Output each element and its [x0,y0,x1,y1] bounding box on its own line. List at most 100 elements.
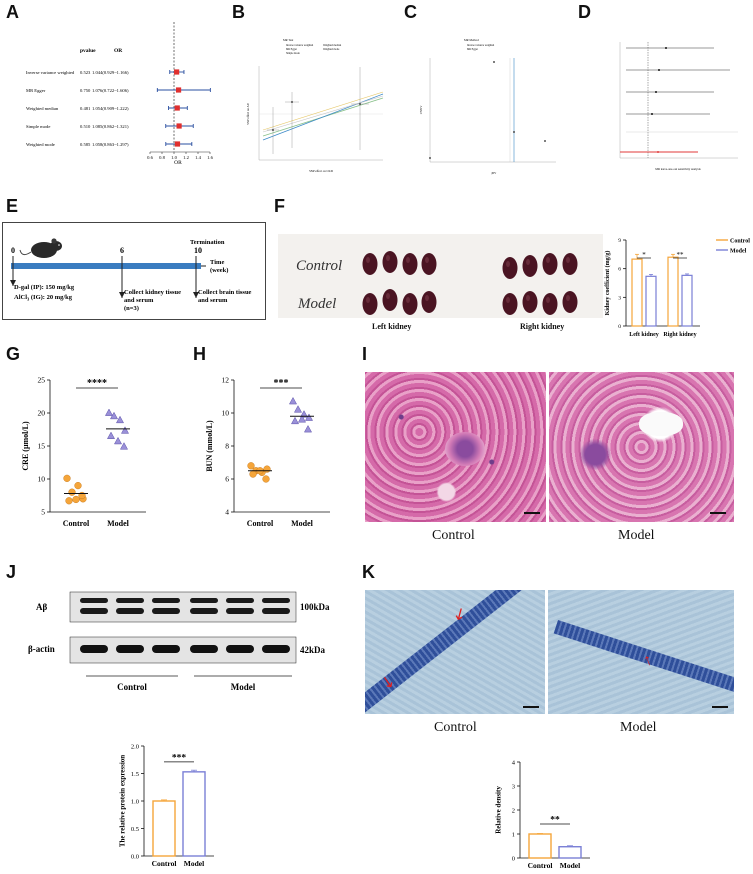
kidney-shine [366,257,370,263]
forest-tick-label: 0.8 [159,155,165,160]
y-tick-label: 0.0 [131,853,139,860]
forest-tick-label: 1.6 [207,155,213,160]
forest-method: Weighted mode [26,142,55,147]
timeline-termination: Termination [190,239,225,246]
y-tick-label: 2.0 [131,743,139,750]
histo-k-caption-control: Control [434,720,477,735]
panel-label-k: K [362,562,375,582]
kidney-shine [566,295,570,301]
histo-i-model [549,372,734,522]
category-label: Right kidney [663,332,696,338]
scatter-b-xlabel: SNP effect on CKD [309,169,334,173]
panel-label-g: G [6,344,21,364]
point-control [63,474,71,482]
blot-band-abeta-top [262,598,290,603]
forest-method: Weighted median [26,106,59,111]
panel-label-d: D [578,2,591,22]
blot-band-actin [80,645,108,653]
sig-marker: ** [550,816,560,826]
y-tick-label: 2 [512,807,515,814]
y-tick-label: 4 [225,508,229,517]
timeline-collect-brain-1: Collect brain tissue [198,289,252,296]
funnel-c-xlabel: βIV [492,171,498,175]
blot-group-control: Control [117,682,147,692]
y-tick-label: 10 [222,409,230,418]
point-model [297,415,307,423]
legend-label: Model [730,249,747,255]
y-axis-label: BUN (mmol/L) [205,420,214,472]
bar-control [667,256,679,327]
forest-method: Inverse variance weighted [26,70,75,75]
kidney-shine [546,297,550,303]
timeline-tick-0: 0 [11,246,15,255]
y-tick-label: 4 [512,759,516,766]
scatter-b-ylabel: SNP effect on AD [246,102,250,124]
scatter-b-legend-title: MR Test [283,38,293,42]
kidney-shine [425,295,429,301]
kidney [402,253,418,275]
panel-label-h: H [193,344,206,364]
y-tick-label: 9 [618,238,621,244]
category-label: Model [560,861,580,870]
timeline-collect-brain-2: and serum [198,297,228,304]
blot-band-abeta-top [80,598,108,603]
y-tick-label: 6 [225,475,229,484]
y-tick-label: 15 [38,442,46,451]
kidney-shine [406,257,410,263]
kidney-shine [425,257,429,263]
timeline-tick-10: 10 [194,246,202,255]
kidney [382,289,398,311]
kidney [382,251,398,273]
y-axis-label: Relative density [494,786,502,834]
timeline-collect-kidney-3: (n=3) [124,305,139,312]
y-tick-label: 0.5 [131,826,139,833]
category-label: Model [184,859,204,868]
histo-k-control: ↙ ↘ [365,590,545,714]
point-model [104,408,114,416]
point-control [247,462,255,470]
y-axis-label: CRE (μmol/L) [21,421,30,471]
kidney [421,253,437,275]
forest-axis: 0.6 0.8 1.0 1.2 1.4 1.6 [147,151,214,160]
sig-marker: *** [274,378,289,389]
panel-label-j: J [6,562,17,582]
bar-model [681,274,693,327]
timeline-tick-6: 6 [120,246,124,255]
bar-model [182,771,206,857]
blot-band-actin [226,645,254,653]
blot-band-abeta-bottom [116,608,144,614]
forest-pvalue: 0.750 [80,88,91,93]
point-model [120,426,130,434]
blot-row-actin: β-actin [28,644,55,654]
y-tick-label: 10 [38,475,46,484]
forest-method: Simple mode [26,124,50,129]
y-tick-label: 3 [512,783,515,790]
blot-band-abeta-top [116,598,144,603]
y-tick-label: 6 [618,267,621,273]
point-model [115,415,125,424]
bar-chart-k: 0 1 2 3 4 Relative density Control Model ** [494,759,590,870]
blot-band-abeta-top [152,598,180,603]
forest-tick-label: 1.2 [183,155,189,160]
forest-pvalue: 0.510 [80,124,91,129]
point-control [72,495,80,504]
scatter-b-line-mode [262,95,384,133]
scatter-b-legend-5: Weighted mode [323,48,340,51]
point-model [290,416,300,425]
forest-tick-label: 1.0 [171,155,177,160]
loo-d-xlabel: MR leave-one-out sensitivity analysis [655,167,701,171]
category-label: Control [152,859,177,868]
histo-k-caption-model: Model [620,720,657,735]
y-tick-label: 1.5 [131,771,139,778]
forest-pvalue: 0.481 [80,106,91,111]
point-control [65,497,73,505]
blot-band-actin [190,645,218,653]
bar-chart-f: 0 3 6 9 Kidney coefficient (mg/g) Left kidney… [604,238,750,338]
forest-or-text: 1.076(0.722~1.606) [92,88,129,93]
kidney-shine [546,257,550,263]
scatter-h-bun: 4 6 8 10 12 BUN (mmol/L) Control Model *** [205,376,330,528]
forest-point [174,105,180,111]
kidney-shine [526,295,530,301]
sig-marker: **** [87,378,107,389]
category-label: Control [528,861,553,870]
